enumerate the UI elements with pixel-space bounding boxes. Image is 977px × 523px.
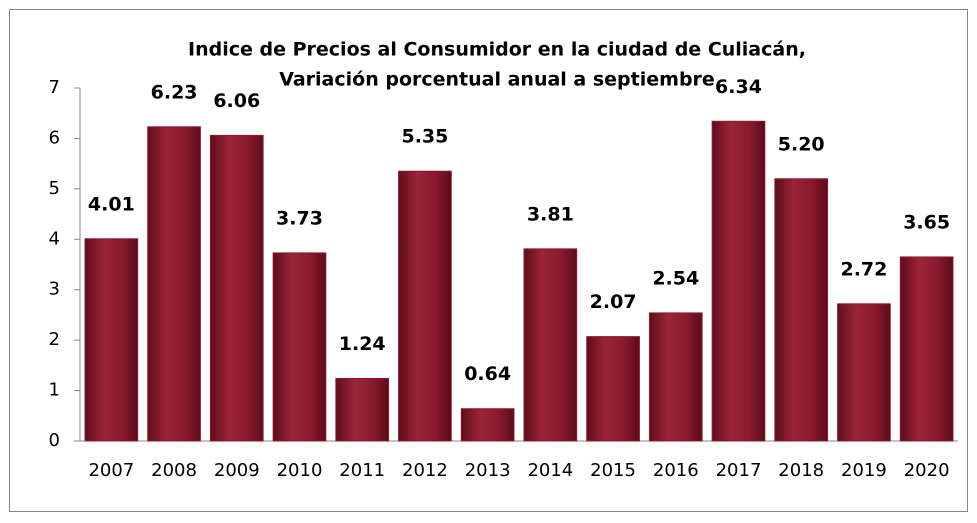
y-tick-label: 3 — [49, 279, 60, 300]
y-tick-label: 1 — [49, 380, 60, 401]
data-label: 5.35 — [401, 126, 448, 148]
data-label: 2.72 — [840, 258, 887, 280]
bar — [648, 312, 703, 442]
bar — [523, 248, 578, 442]
bar — [899, 256, 954, 442]
bar — [837, 303, 891, 442]
bar — [711, 120, 766, 442]
bar — [335, 377, 390, 442]
data-label: 2.54 — [652, 267, 699, 289]
data-label: 6.06 — [213, 90, 260, 112]
bar — [398, 170, 452, 442]
x-tick-label: 2007 — [88, 460, 134, 481]
data-label: 5.20 — [778, 133, 825, 155]
bar — [272, 252, 327, 442]
data-label: 1.24 — [339, 333, 386, 355]
x-tick-label: 2013 — [465, 460, 511, 481]
x-tick-label: 2010 — [277, 460, 323, 481]
y-tick-label: 2 — [49, 329, 60, 350]
x-tick-label: 2020 — [904, 460, 950, 481]
chart-subtitle: Variación porcentual anual a septiembre — [279, 69, 715, 91]
x-tick-label: 2014 — [527, 460, 573, 481]
x-tick-label: 2012 — [402, 460, 448, 481]
bar — [147, 126, 201, 442]
data-label: 3.65 — [903, 211, 950, 233]
x-tick-label: 2011 — [339, 460, 385, 481]
bar — [586, 336, 640, 442]
data-label: 0.64 — [464, 363, 511, 385]
y-tick-label: 7 — [49, 77, 60, 98]
y-tick-label: 0 — [49, 430, 60, 451]
data-label: 2.07 — [590, 291, 637, 313]
data-label: 6.23 — [151, 81, 198, 103]
data-label: 3.73 — [276, 207, 323, 229]
x-tick-label: 2008 — [151, 460, 197, 481]
chart-title: Indice de Precios al Consumidor en la ci… — [188, 39, 806, 61]
bar — [774, 178, 829, 442]
x-tick-label: 2019 — [841, 460, 887, 481]
y-tick-label: 5 — [49, 178, 60, 199]
data-label: 3.81 — [527, 203, 574, 225]
bar — [209, 134, 264, 442]
bar — [460, 408, 515, 442]
bar — [84, 238, 139, 442]
data-label: 4.01 — [88, 193, 135, 215]
x-tick-label: 2009 — [214, 460, 260, 481]
y-tick-label: 6 — [49, 127, 60, 148]
x-tick-label: 2017 — [716, 460, 762, 481]
x-tick-label: 2016 — [653, 460, 699, 481]
y-tick-label: 4 — [49, 228, 60, 249]
x-tick-label: 2018 — [778, 460, 824, 481]
x-tick-label: 2015 — [590, 460, 636, 481]
data-label: 6.34 — [715, 76, 762, 98]
